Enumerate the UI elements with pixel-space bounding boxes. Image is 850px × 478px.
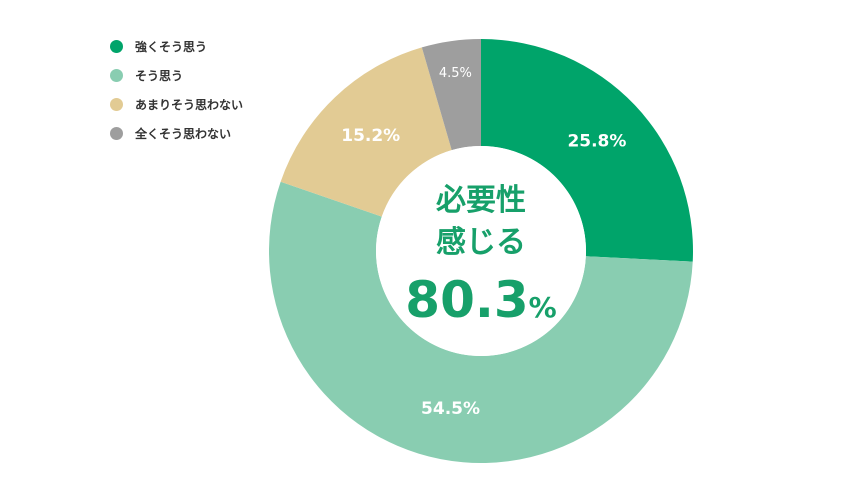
legend-swatch [110, 69, 123, 82]
slice-label-strongly-disagree: 4.5% [439, 66, 472, 81]
slice-label-disagree: 15.2% [341, 126, 400, 146]
legend-swatch [110, 127, 123, 140]
center-value: 80.3% [405, 271, 556, 329]
slice-label-agree: 54.5% [421, 399, 480, 419]
legend: 強くそう思う そう思う あまりそう思わない 全くそう思わない [110, 36, 243, 152]
legend-swatch [110, 40, 123, 53]
slice-agree [269, 181, 693, 463]
slice-disagree [280, 47, 452, 217]
slice-label-strongly-agree: 25.8% [567, 132, 626, 152]
center-value-number: 80.3 [405, 271, 528, 329]
donut-hole [376, 146, 586, 356]
legend-item-strongly-agree: 強くそう思う [110, 36, 243, 57]
center-value-unit: % [529, 291, 557, 324]
legend-swatch [110, 98, 123, 111]
slice-strongly-agree [481, 39, 693, 262]
legend-item-strongly-disagree: 全くそう思わない [110, 123, 243, 144]
center-label-line2: 感じる [436, 225, 526, 260]
legend-item-agree: そう思う [110, 65, 243, 86]
slice-labels: 25.8% 54.5% 15.2% 4.5% [341, 66, 626, 419]
legend-label: そう思う [135, 69, 184, 83]
legend-label: あまりそう思わない [135, 98, 244, 112]
legend-label: 強くそう思う [135, 40, 208, 54]
legend-item-disagree: あまりそう思わない [110, 94, 243, 115]
donut-slices [269, 39, 693, 463]
slice-strongly-disagree [421, 39, 481, 151]
legend-label: 全くそう思わない [135, 127, 232, 141]
center-label-line1: 必要性 [436, 183, 526, 218]
